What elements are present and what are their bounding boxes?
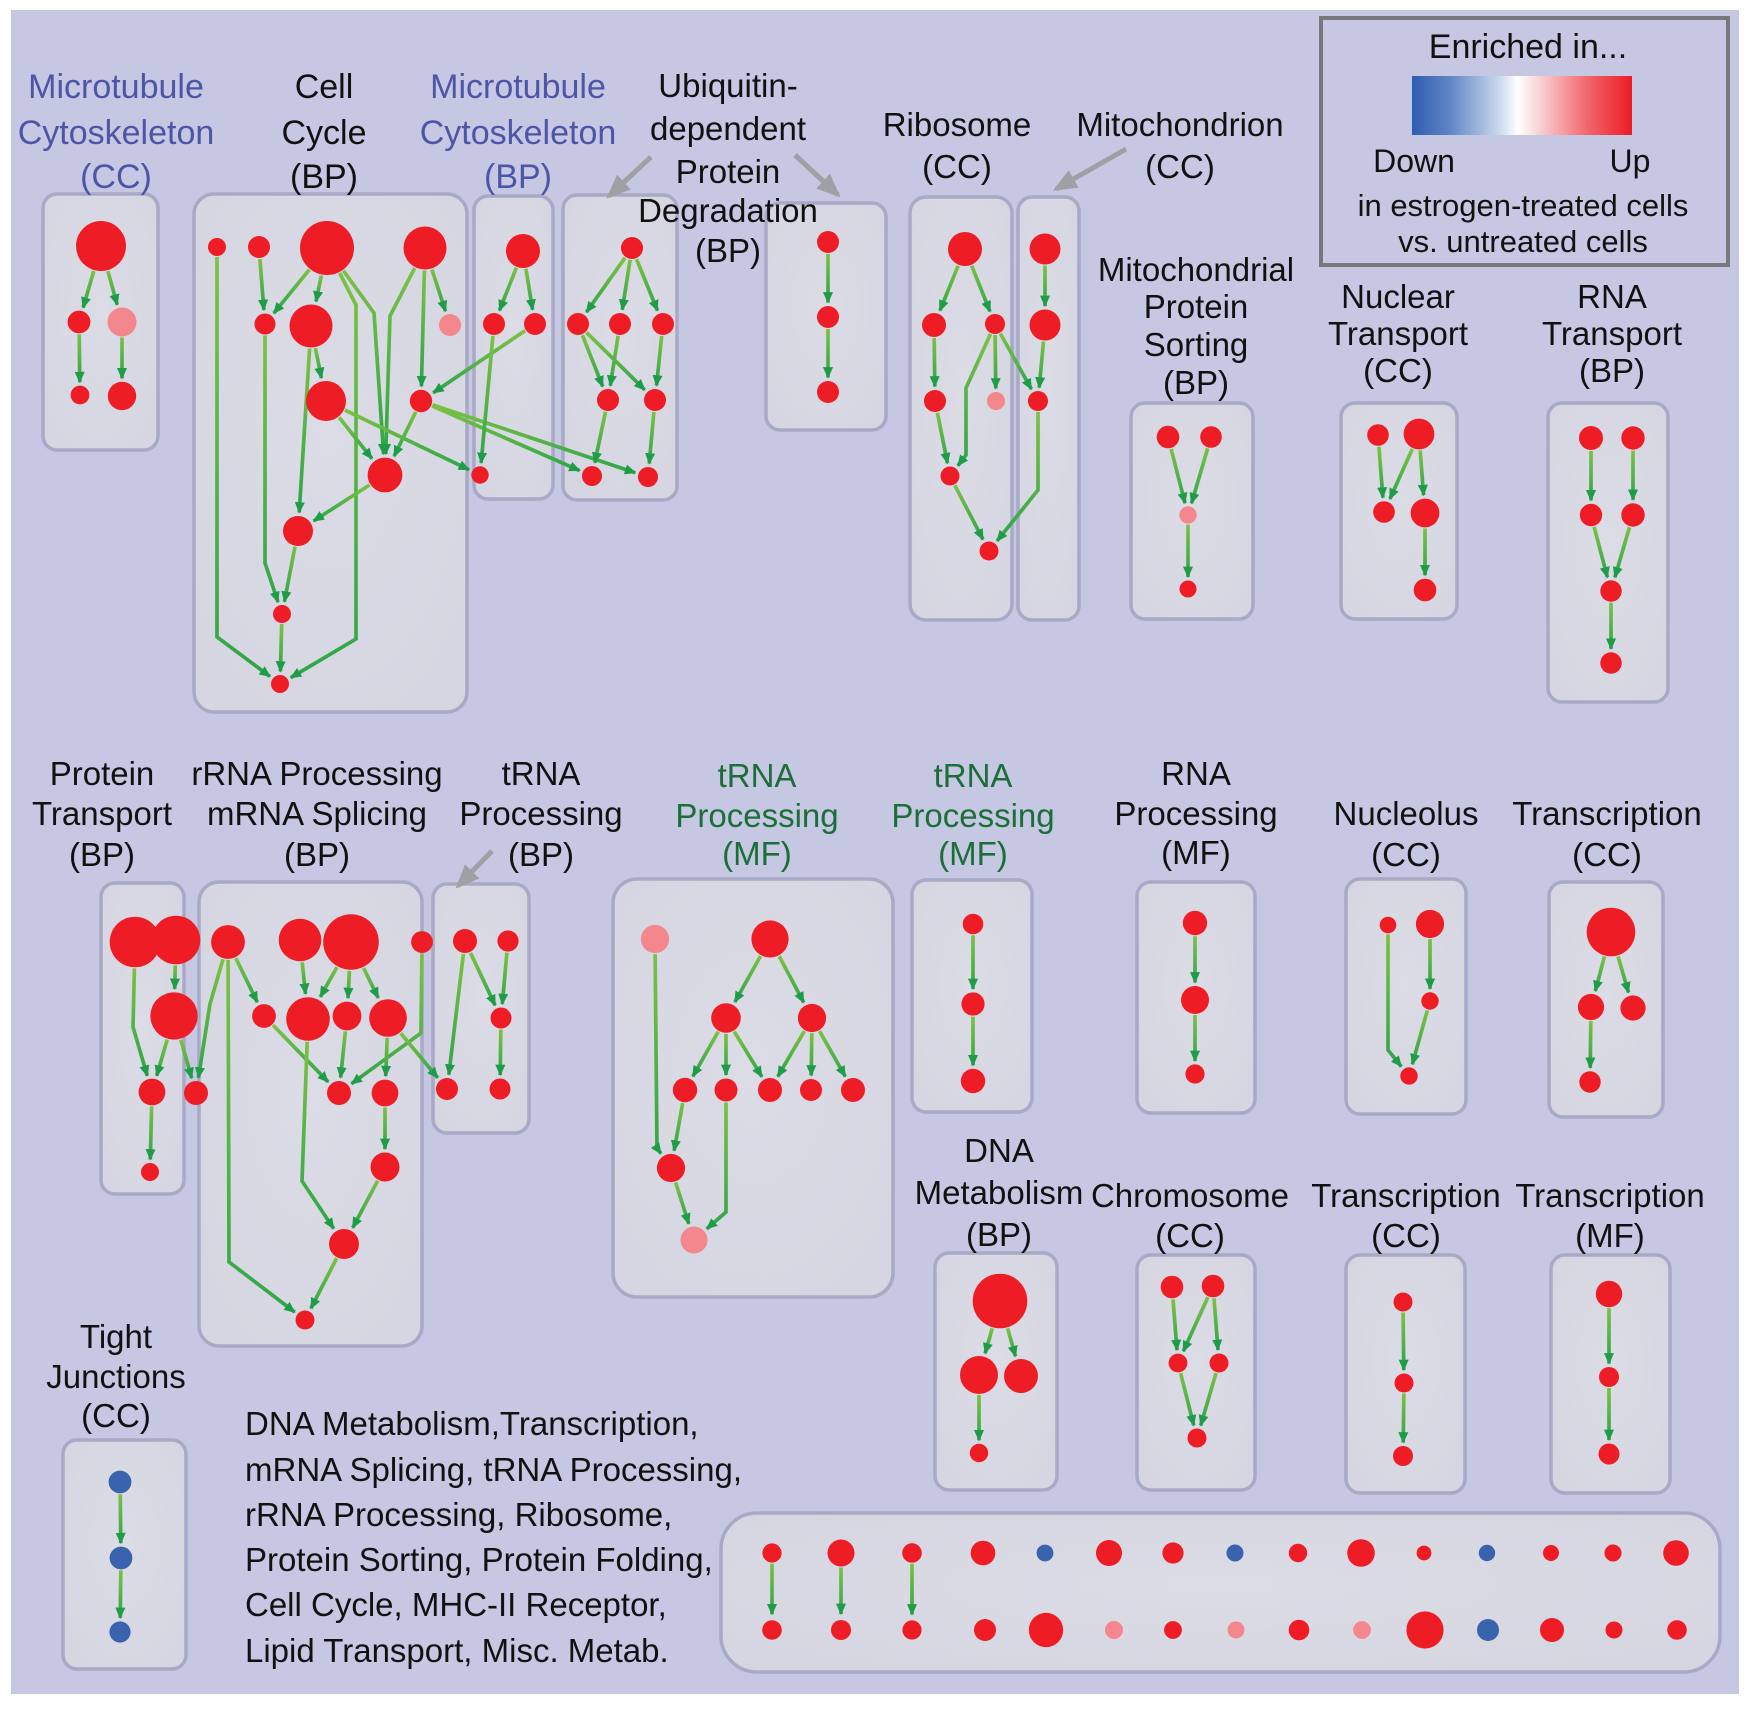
svg-text:Processing: Processing (459, 795, 622, 832)
svg-text:tRNA: tRNA (934, 757, 1013, 794)
svg-text:(BP): (BP) (290, 158, 358, 196)
svg-text:Transcription: Transcription (1515, 1177, 1705, 1214)
svg-text:Enriched in...: Enriched in... (1429, 28, 1627, 66)
svg-text:(MF): (MF) (1575, 1217, 1645, 1254)
svg-text:(CC): (CC) (81, 1397, 151, 1434)
svg-text:Processing: Processing (675, 797, 838, 834)
svg-text:Protein Sorting, Protein Foldi: Protein Sorting, Protein Folding, (245, 1541, 713, 1578)
svg-text:(MF): (MF) (938, 835, 1008, 872)
svg-text:Protein: Protein (676, 153, 781, 190)
svg-text:Cycle: Cycle (281, 114, 366, 152)
svg-text:RNA: RNA (1577, 278, 1647, 315)
svg-text:Lipid Transport, Misc. Metab.: Lipid Transport, Misc. Metab. (245, 1632, 669, 1669)
svg-text:RNA: RNA (1161, 755, 1231, 792)
svg-text:tRNA: tRNA (718, 757, 797, 794)
svg-text:Junctions: Junctions (46, 1358, 185, 1395)
svg-text:in estrogen-treated cells: in estrogen-treated cells (1358, 188, 1689, 223)
svg-text:Nucleolus: Nucleolus (1334, 795, 1479, 832)
svg-text:Cytoskeleton: Cytoskeleton (18, 114, 215, 152)
svg-text:(CC): (CC) (1371, 836, 1441, 873)
svg-text:(MF): (MF) (1161, 834, 1231, 871)
svg-text:(CC): (CC) (80, 158, 152, 196)
svg-text:Protein: Protein (50, 755, 155, 792)
svg-text:Microtubule: Microtubule (28, 68, 204, 106)
svg-text:(BP): (BP) (695, 232, 761, 269)
svg-text:(BP): (BP) (484, 158, 552, 196)
svg-text:Transport: Transport (1328, 315, 1468, 352)
svg-text:Up: Up (1610, 143, 1651, 179)
svg-text:Tight: Tight (80, 1318, 152, 1355)
svg-text:Chromosome: Chromosome (1091, 1177, 1289, 1214)
svg-text:dependent: dependent (650, 110, 806, 147)
svg-text:(BP): (BP) (1163, 364, 1229, 401)
svg-text:Nuclear: Nuclear (1341, 278, 1455, 315)
svg-text:Transcription: Transcription (1512, 795, 1702, 832)
svg-text:DNA: DNA (964, 1132, 1034, 1169)
svg-text:(BP): (BP) (966, 1216, 1032, 1253)
svg-text:(BP): (BP) (69, 836, 135, 873)
svg-text:Transport: Transport (1542, 315, 1682, 352)
svg-text:Sorting: Sorting (1144, 326, 1249, 363)
svg-text:Ubiquitin-: Ubiquitin- (658, 67, 797, 104)
svg-text:(CC): (CC) (1155, 1217, 1225, 1254)
svg-text:Microtubule: Microtubule (430, 68, 606, 106)
svg-text:Cytoskeleton: Cytoskeleton (420, 114, 617, 152)
svg-text:Ribosome: Ribosome (883, 106, 1032, 143)
svg-text:Degradation: Degradation (638, 192, 818, 229)
svg-text:Transcription: Transcription (1311, 1177, 1501, 1214)
svg-text:Down: Down (1373, 143, 1455, 179)
svg-text:Mitochondrion: Mitochondrion (1076, 106, 1283, 143)
svg-text:vs. untreated cells: vs. untreated cells (1398, 224, 1648, 259)
svg-text:Processing: Processing (891, 797, 1054, 834)
svg-text:(CC): (CC) (1145, 148, 1215, 185)
svg-text:mRNA Splicing, tRNA Processing: mRNA Splicing, tRNA Processing, (245, 1451, 742, 1488)
svg-text:Processing: Processing (1114, 795, 1277, 832)
svg-text:(BP): (BP) (1579, 352, 1645, 389)
svg-text:tRNA: tRNA (502, 755, 581, 792)
svg-text:Metabolism: Metabolism (915, 1174, 1084, 1211)
svg-text:(MF): (MF) (722, 835, 792, 872)
svg-text:mRNA Splicing: mRNA Splicing (207, 795, 427, 832)
svg-text:(CC): (CC) (1363, 352, 1433, 389)
svg-text:(CC): (CC) (1371, 1217, 1441, 1254)
svg-text:(CC): (CC) (1572, 836, 1642, 873)
svg-text:rRNA Processing: rRNA Processing (191, 755, 442, 792)
svg-text:Mitochondrial: Mitochondrial (1098, 251, 1294, 288)
svg-text:Transport: Transport (32, 795, 172, 832)
svg-text:Protein: Protein (1144, 288, 1249, 325)
svg-text:(BP): (BP) (508, 836, 574, 873)
svg-text:rRNA Processing, Ribosome,: rRNA Processing, Ribosome, (245, 1496, 672, 1533)
svg-text:DNA Metabolism,Transcription,: DNA Metabolism,Transcription, (245, 1405, 699, 1442)
svg-text:Cell: Cell (295, 68, 354, 106)
svg-text:(CC): (CC) (922, 148, 992, 185)
svg-text:Cell Cycle, MHC-II Receptor,: Cell Cycle, MHC-II Receptor, (245, 1586, 667, 1623)
svg-text:(BP): (BP) (284, 836, 350, 873)
